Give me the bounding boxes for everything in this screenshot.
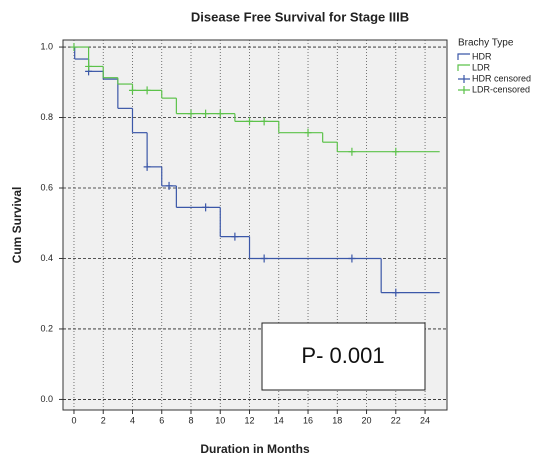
x-axis-title: Duration in Months [200, 442, 310, 456]
censor-mark [392, 147, 400, 156]
censor-mark [392, 288, 400, 297]
censor-mark [231, 232, 239, 241]
series-group [70, 43, 440, 297]
x-tick-label: 14 [274, 415, 284, 425]
censor-mark [143, 162, 151, 171]
censor-mark [260, 117, 268, 126]
censor-mark [165, 181, 173, 190]
legend-label: LDR-censored [472, 84, 530, 94]
legend-label: LDR [472, 62, 491, 72]
censor-mark [70, 43, 78, 52]
legend-symbol [457, 53, 470, 60]
y-tick-label: 0.2 [40, 323, 53, 333]
legend-symbol [458, 75, 470, 83]
x-tick-label: 8 [188, 415, 193, 425]
x-tick-label: 10 [215, 415, 225, 425]
y-tick-label: 0.0 [40, 394, 53, 404]
censor-mark [202, 109, 210, 118]
x-tick-label: 4 [130, 415, 135, 425]
legend-title: Brachy Type [458, 38, 514, 49]
legend-label: HDR censored [472, 73, 531, 83]
x-tick-label: 16 [303, 415, 313, 425]
x-tick-label: 2 [101, 415, 106, 425]
x-tick-label: 6 [159, 415, 164, 425]
x-tick-label: 12 [245, 415, 255, 425]
censor-mark [348, 254, 356, 263]
chart-title: Disease Free Survival for Stage IIIB [191, 9, 409, 24]
censor-mark [304, 128, 312, 137]
censor-mark [85, 62, 93, 71]
y-tick-label: 0.8 [40, 112, 53, 122]
y-axis-title: Cum Survival [10, 187, 24, 264]
x-tick-label: 22 [391, 415, 401, 425]
annotation-box [261, 322, 426, 391]
censor-mark [348, 147, 356, 156]
y-tick-label: 1.0 [40, 41, 53, 51]
legend-symbol [458, 86, 470, 94]
censor-mark [143, 86, 151, 95]
x-tick-label: 20 [362, 415, 372, 425]
x-tick-label: 24 [420, 415, 430, 425]
x-tick-label: 0 [71, 415, 76, 425]
y-tick-label: 0.4 [40, 253, 53, 263]
censor-mark [128, 86, 136, 95]
censor-mark [216, 109, 224, 118]
censor-mark [246, 117, 254, 126]
legend-label: HDR [472, 51, 492, 61]
y-tick-label: 0.6 [40, 182, 53, 192]
censor-mark [260, 254, 268, 263]
x-tick-label: 18 [332, 415, 342, 425]
annotation: P- 0.001 [301, 343, 384, 368]
censor-mark [187, 109, 195, 118]
censor-mark [202, 203, 210, 212]
legend-symbol [457, 64, 470, 71]
